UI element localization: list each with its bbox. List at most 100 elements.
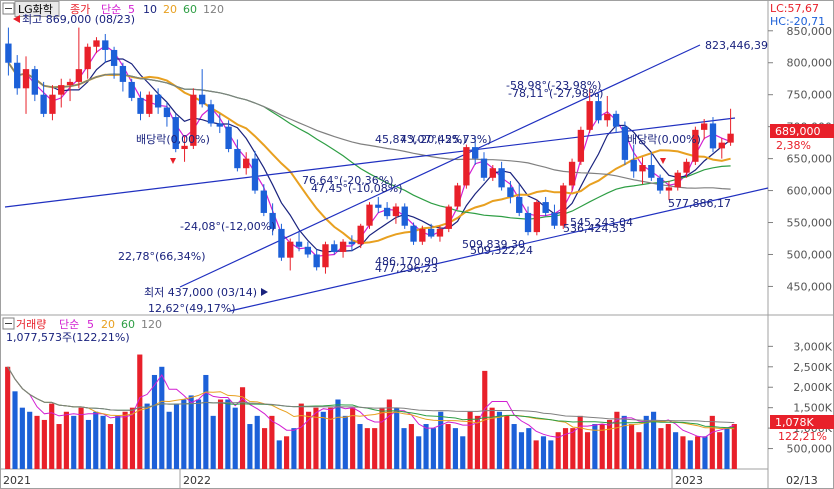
candle-body xyxy=(692,129,699,162)
volume-bar xyxy=(599,424,605,469)
candle-body xyxy=(119,65,127,82)
lc-value: LC:57,67 xyxy=(770,2,819,15)
stock-name-box[interactable] xyxy=(14,1,60,17)
volume-bar xyxy=(364,428,370,469)
current-volume-ratio: 122,21% xyxy=(778,430,827,443)
volume-bar xyxy=(93,411,99,469)
date-label: 2021 xyxy=(3,474,31,487)
candle-body xyxy=(128,81,135,98)
volume-max-label: 1,077,573주(122,21%) xyxy=(6,331,130,344)
candle-body xyxy=(357,225,364,245)
current-price-badge xyxy=(770,124,834,138)
top-angle-label-2: -78,11°(-27,98%) xyxy=(508,87,603,100)
volume-bar xyxy=(12,391,18,469)
candle-body xyxy=(22,69,30,89)
date-label: 2022 xyxy=(183,474,211,487)
candle-body xyxy=(287,241,294,258)
volume-bar xyxy=(606,419,613,469)
pct-24-label: -24,08°(-12,00%) xyxy=(180,220,275,233)
trend-line xyxy=(179,44,701,288)
price-y-ticks: 850,000800,000750,000700,000650,000600,0… xyxy=(768,25,833,293)
volume-bar xyxy=(232,407,238,469)
candle-body xyxy=(234,149,241,169)
volume-bar xyxy=(159,366,165,469)
vol-tick-label: 2,500K xyxy=(793,361,832,374)
volume-bar xyxy=(151,374,158,469)
candle-body xyxy=(410,225,417,242)
candle-body xyxy=(489,168,496,178)
candle-body xyxy=(436,228,444,237)
volume-bar xyxy=(284,436,290,469)
trend-line xyxy=(229,187,769,312)
volume-bar xyxy=(320,411,326,469)
candle-body xyxy=(542,202,549,213)
y-tick-label: 550,000 xyxy=(787,217,833,230)
volume-bar xyxy=(328,407,334,469)
volume-bar xyxy=(496,411,503,469)
volume-bar xyxy=(19,407,25,469)
volume-bar xyxy=(357,424,363,469)
volume-bar xyxy=(438,411,444,469)
ma120-label: 120 xyxy=(203,3,224,16)
volume-bar xyxy=(673,432,679,469)
vol-ma60-label: 60 xyxy=(121,318,135,331)
volume-bar xyxy=(129,407,136,469)
mid-angle-label: 45,87°(-20,45%) xyxy=(375,133,467,146)
stock-name: LG화학 xyxy=(18,3,53,16)
candle-body xyxy=(260,190,267,213)
candle-body xyxy=(727,133,734,143)
candle-body xyxy=(674,172,681,188)
volume-ma-label: 단순 xyxy=(59,318,79,331)
volume-bar xyxy=(342,415,348,469)
volume-bar xyxy=(188,395,194,469)
vol-tick-label: 2,000K xyxy=(793,381,832,394)
value-536-label: 536,424,53 xyxy=(563,222,626,235)
value-486-label: 486,170,90 xyxy=(375,255,438,268)
candle-body xyxy=(172,117,179,150)
volume-bar xyxy=(709,415,715,469)
y-tick-label: 850,000 xyxy=(787,25,833,38)
candle-body xyxy=(392,206,400,217)
volume-bar xyxy=(658,428,664,469)
current-volume: 1,078K xyxy=(775,416,814,429)
volume-bar xyxy=(379,407,385,469)
trend-lines xyxy=(4,44,769,312)
volume-bar xyxy=(724,428,730,469)
value-823-label: 823,446,39 xyxy=(705,39,768,52)
value-509-label: 509,839,30 xyxy=(462,238,525,251)
candle-body xyxy=(472,147,479,159)
y-tick-label: 450,000 xyxy=(787,280,833,293)
candle-body xyxy=(498,168,505,188)
volume-bar xyxy=(460,436,466,469)
volume-bar xyxy=(555,432,561,469)
mid-angle-label-2: 43,07°(-25,73%) xyxy=(400,133,492,146)
volume-bar xyxy=(423,424,429,469)
candle-body xyxy=(560,185,567,226)
vol-ma20-label: 20 xyxy=(101,318,115,331)
candles xyxy=(5,27,734,274)
candle-body xyxy=(154,94,162,108)
candle-body xyxy=(75,69,83,82)
volume-bar xyxy=(85,419,91,469)
y-tick-label: 750,000 xyxy=(787,89,833,102)
candle-body xyxy=(269,212,276,229)
candle-body xyxy=(709,123,717,149)
volume-bar xyxy=(181,399,187,469)
candle-body xyxy=(278,228,285,258)
value-477-label: 477,296,23 xyxy=(375,262,438,275)
candle-body xyxy=(568,161,576,186)
candle-body xyxy=(66,81,74,86)
candle-body xyxy=(40,94,47,114)
volume-bar xyxy=(210,415,216,469)
moving-average-lines xyxy=(7,44,731,257)
volume-bar xyxy=(614,411,620,469)
volume-bar xyxy=(239,387,246,469)
volume-bar xyxy=(511,424,517,469)
vol-ma5-label: 5 xyxy=(87,318,94,331)
volume-bar xyxy=(291,428,297,469)
dividend-label-1: 배당락(0,00%) xyxy=(136,133,210,146)
candle-body xyxy=(110,49,118,66)
candle-body xyxy=(463,147,470,186)
candle-body xyxy=(313,254,320,268)
